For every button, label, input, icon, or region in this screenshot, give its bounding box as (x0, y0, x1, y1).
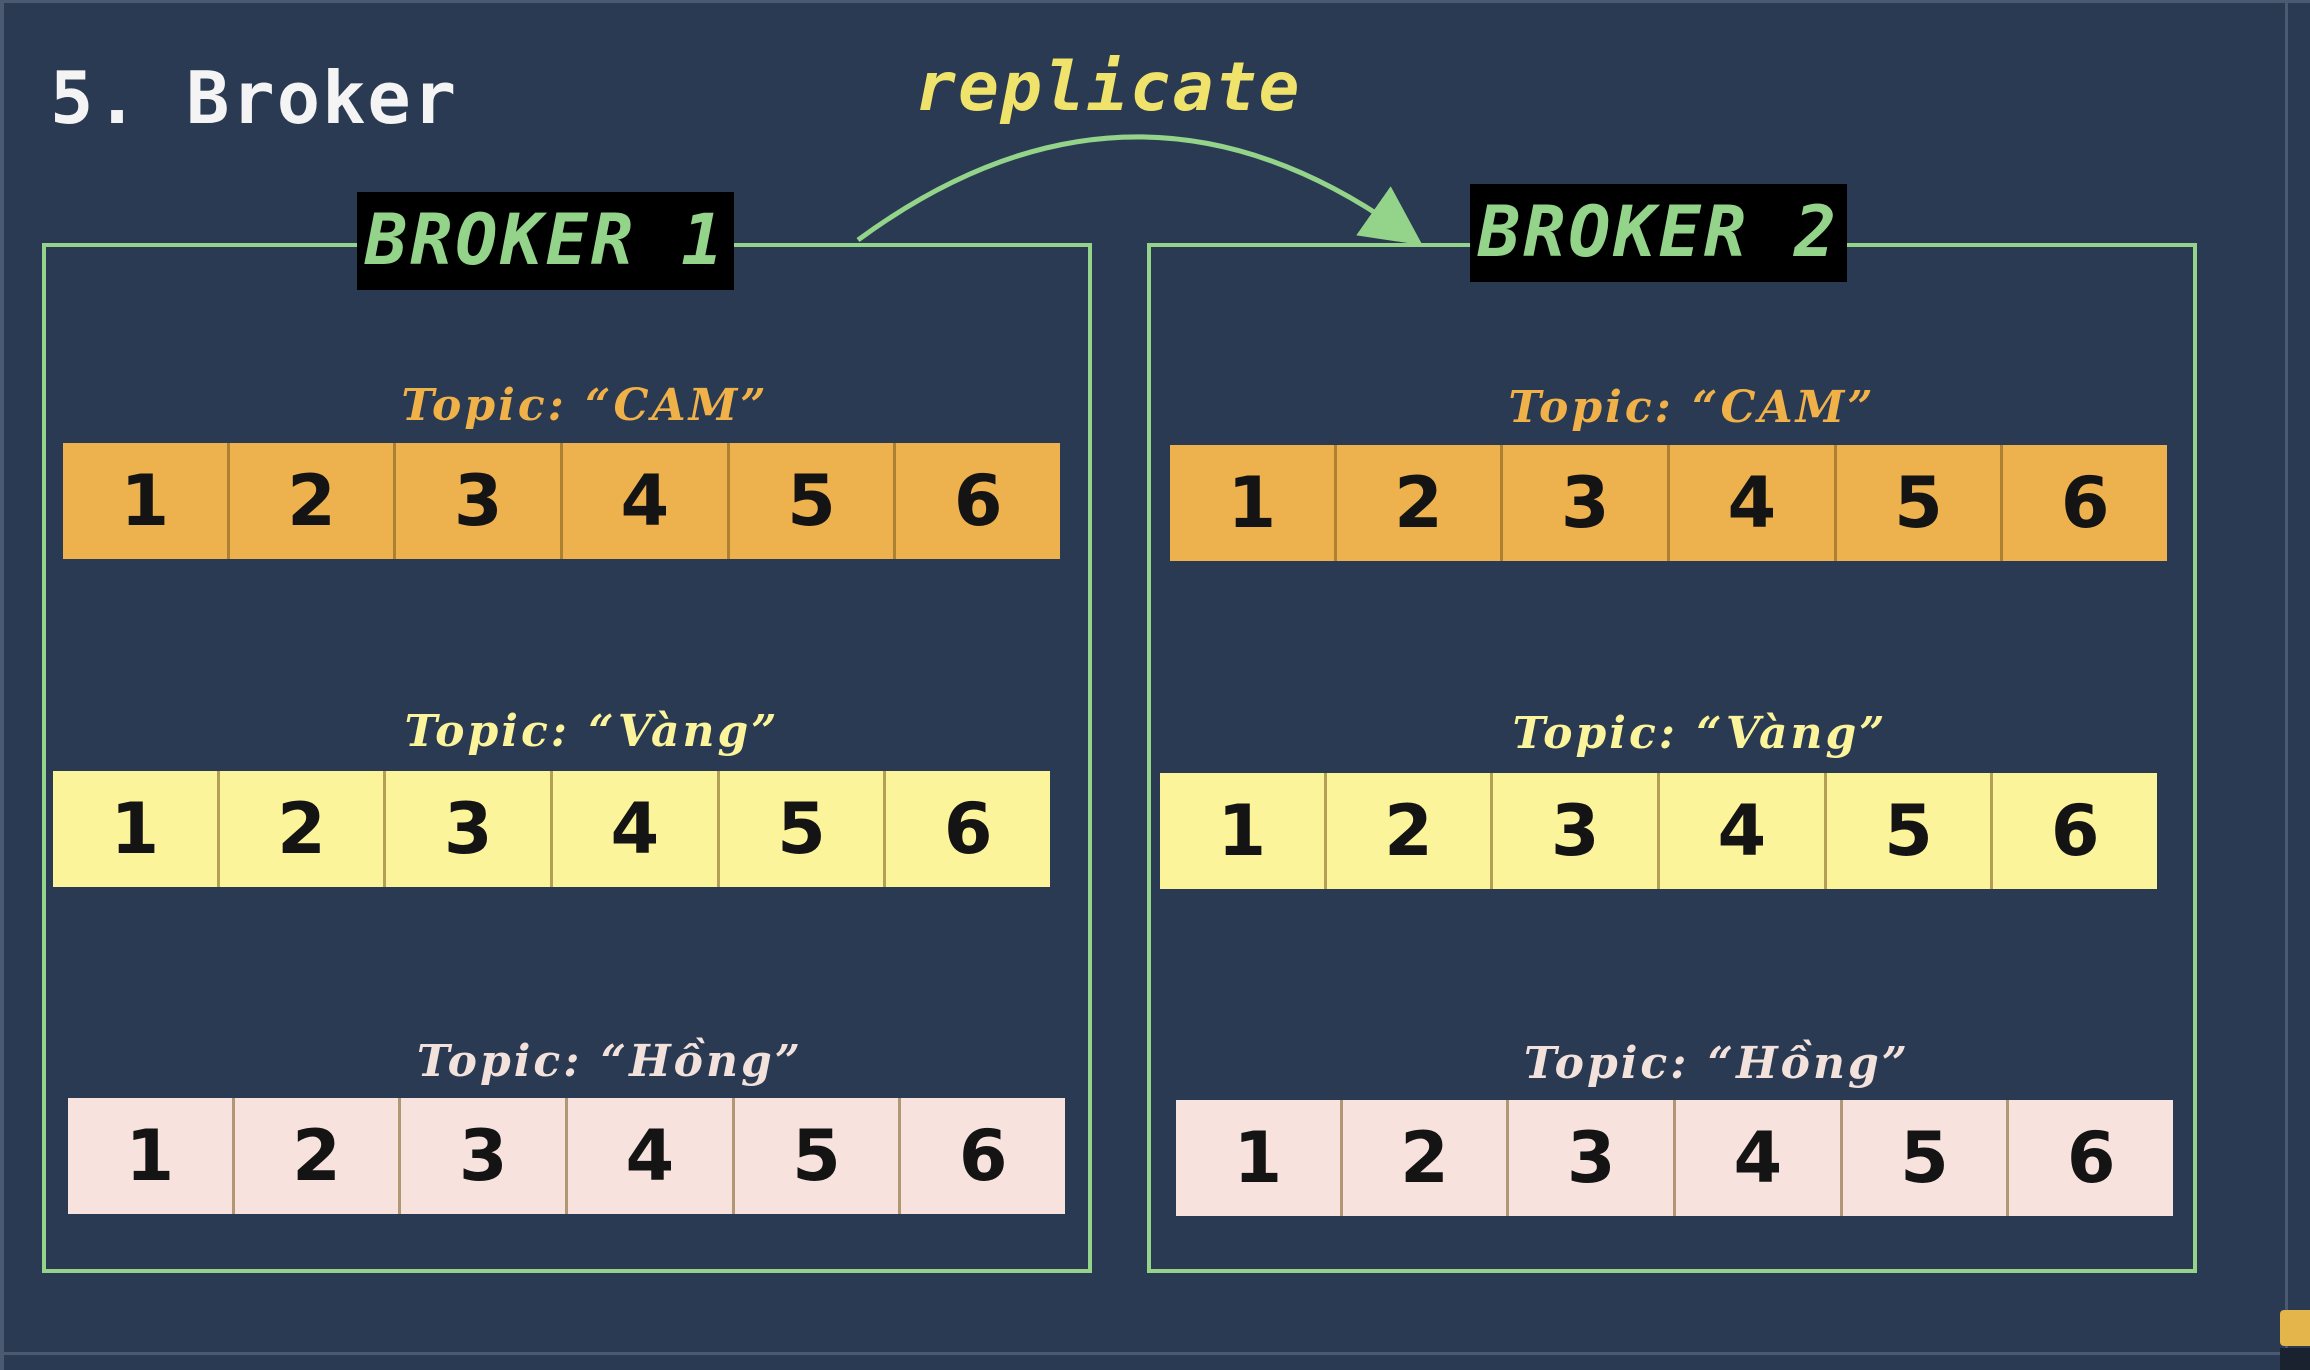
broker-1-label: BROKER 1 (357, 192, 735, 290)
partition-cell: 5 (720, 771, 887, 887)
partition-cell: 3 (1503, 445, 1671, 561)
partition-cell: 1 (63, 443, 230, 559)
frame-left-border (0, 0, 4, 1370)
partition-cell: 2 (1327, 773, 1494, 889)
frame-top-border (0, 0, 2310, 3)
partition-cell: 5 (1837, 445, 2004, 561)
partition-cell: 1 (1160, 773, 1327, 889)
frame-bottom-border (0, 1352, 2310, 1355)
broker-2-topic-cam-label: Topic: “CAM” (1508, 382, 1876, 433)
replicate-label: replicate (915, 48, 1302, 127)
partition-cell: 1 (53, 771, 220, 887)
broker-1-topic-hong-label: Topic: “Hồng” (416, 1036, 804, 1087)
partition-cell: 6 (958, 1115, 1008, 1197)
broker-1-topic-cam-label: Topic: “CAM” (401, 380, 769, 431)
partition-cell: 3 (401, 1098, 569, 1214)
partition-cell: 4 (1660, 773, 1827, 889)
frame-right-border (2285, 0, 2288, 1355)
partition-cell: 2 (220, 771, 387, 887)
partition-cell: 2 (1343, 1100, 1510, 1216)
replicate-arrow-path (856, 134, 1423, 246)
partition-cell: 4 (568, 1098, 735, 1214)
corner-control-icon (2280, 1348, 2310, 1370)
partition-cell: 4 (1670, 445, 1837, 561)
partition-cell: 6 (943, 788, 993, 870)
broker-2-topic-hong-label: Topic: “Hồng” (1523, 1038, 1911, 1089)
partition-cell: 3 (386, 771, 554, 887)
partition-cell: 6 (2050, 790, 2100, 872)
partition-cell: 1 (1170, 445, 1337, 561)
partition-cell: 5 (735, 1098, 902, 1214)
broker-2-label: BROKER 2 (1470, 184, 1848, 282)
partition-cell: 4 (1676, 1100, 1843, 1216)
partition-cell: 3 (1509, 1100, 1677, 1216)
partition-cell: 4 (553, 771, 720, 887)
broker-2-topic-vang-label: Topic: “Vàng” (1512, 708, 1888, 759)
corner-badge-icon (2280, 1310, 2310, 1346)
partition-cell: 5 (1843, 1100, 2010, 1216)
partition-cell: 3 (1493, 773, 1661, 889)
partition-cell: 6 (2066, 1117, 2116, 1199)
partition-cell: 2 (1337, 445, 1504, 561)
partition-cell: 2 (230, 443, 397, 559)
partition-cell: 6 (2060, 462, 2110, 544)
broker-1-topic-vang-label: Topic: “Vàng” (404, 706, 780, 757)
partition-cell: 6 (953, 460, 1003, 542)
slide-title: 5. Broker (50, 56, 459, 140)
partition-cell: 4 (563, 443, 730, 559)
partition-cell: 3 (396, 443, 564, 559)
partition-cell: 1 (1176, 1100, 1343, 1216)
partition-cell: 1 (68, 1098, 235, 1214)
partition-cell: 5 (730, 443, 897, 559)
partition-cell: 5 (1827, 773, 1994, 889)
partition-cell: 2 (235, 1098, 402, 1214)
